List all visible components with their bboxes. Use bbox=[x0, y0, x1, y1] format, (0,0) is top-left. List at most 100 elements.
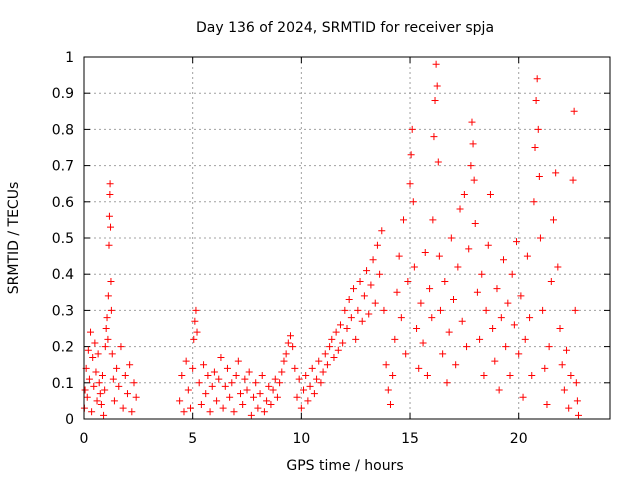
data-point bbox=[195, 379, 203, 387]
data-point bbox=[541, 364, 549, 372]
data-point bbox=[402, 350, 410, 358]
data-point bbox=[193, 328, 201, 336]
data-point bbox=[369, 256, 377, 264]
data-point bbox=[87, 328, 95, 336]
data-point bbox=[430, 133, 438, 141]
data-point bbox=[85, 375, 93, 383]
data-point bbox=[376, 270, 384, 278]
data-point bbox=[530, 198, 538, 206]
data-point bbox=[265, 382, 273, 390]
data-point bbox=[495, 386, 503, 394]
data-point bbox=[247, 411, 255, 419]
data-point bbox=[436, 306, 444, 314]
data-point bbox=[228, 379, 236, 387]
data-point bbox=[200, 361, 208, 369]
data-point bbox=[276, 379, 284, 387]
data-point bbox=[187, 404, 195, 412]
data-point bbox=[108, 350, 116, 358]
data-point bbox=[313, 375, 321, 383]
data-point bbox=[458, 317, 466, 325]
data-point bbox=[406, 180, 414, 188]
data-point bbox=[341, 306, 349, 314]
data-point bbox=[469, 140, 477, 148]
data-point bbox=[347, 314, 355, 322]
data-point bbox=[443, 379, 451, 387]
data-point bbox=[97, 401, 105, 409]
data-point bbox=[554, 263, 562, 271]
data-point bbox=[433, 82, 441, 90]
data-point bbox=[258, 372, 266, 380]
data-point bbox=[421, 248, 429, 256]
data-point bbox=[98, 372, 106, 380]
data-point bbox=[208, 382, 216, 390]
data-point bbox=[310, 390, 318, 398]
y-tick-label: 0.4 bbox=[52, 267, 74, 283]
data-point bbox=[226, 393, 234, 401]
data-points bbox=[80, 60, 582, 419]
data-point bbox=[295, 375, 303, 383]
data-point bbox=[445, 328, 453, 336]
data-point bbox=[423, 372, 431, 380]
data-point bbox=[486, 191, 494, 199]
plot-frame bbox=[83, 56, 611, 420]
data-point bbox=[508, 270, 516, 278]
data-point bbox=[471, 220, 479, 228]
data-point bbox=[441, 277, 449, 285]
data-point bbox=[545, 343, 553, 351]
data-point bbox=[176, 397, 184, 405]
data-point bbox=[263, 397, 271, 405]
data-point bbox=[282, 350, 290, 358]
data-point bbox=[354, 306, 362, 314]
data-point bbox=[489, 325, 497, 332]
data-point bbox=[217, 353, 225, 361]
data-point bbox=[539, 306, 547, 314]
ticks: 00.10.20.30.40.50.60.70.80.910 5 10 15 20 bbox=[52, 50, 610, 447]
data-point bbox=[192, 306, 200, 314]
data-point bbox=[382, 361, 390, 369]
data-point bbox=[184, 386, 192, 394]
x-axis-label: GPS time / hours bbox=[286, 458, 403, 474]
y-tick-label: 0 bbox=[65, 412, 74, 428]
data-point bbox=[513, 238, 521, 246]
data-point bbox=[256, 390, 264, 398]
data-point bbox=[92, 368, 100, 376]
data-point bbox=[463, 343, 471, 351]
data-point bbox=[417, 299, 425, 307]
data-point bbox=[356, 277, 364, 285]
data-point bbox=[106, 191, 114, 199]
y-tick-label: 0.9 bbox=[52, 86, 74, 102]
data-point bbox=[119, 404, 127, 412]
data-point bbox=[482, 306, 490, 314]
data-point bbox=[407, 151, 415, 159]
data-point bbox=[378, 227, 386, 235]
data-point bbox=[572, 379, 580, 387]
data-point bbox=[232, 372, 240, 380]
data-point bbox=[523, 252, 531, 260]
data-point bbox=[350, 285, 358, 293]
data-point bbox=[460, 191, 468, 199]
data-point bbox=[571, 306, 579, 314]
data-point bbox=[117, 343, 125, 351]
data-point bbox=[404, 277, 412, 285]
y-axis-label: SRMTID / TECUs bbox=[6, 182, 22, 295]
data-point bbox=[533, 75, 541, 83]
data-point bbox=[484, 241, 492, 249]
data-point bbox=[230, 408, 238, 416]
data-point bbox=[395, 252, 403, 260]
data-point bbox=[271, 375, 279, 383]
data-point bbox=[467, 162, 475, 170]
data-point bbox=[352, 335, 360, 343]
data-point bbox=[480, 372, 488, 380]
data-point bbox=[107, 277, 115, 285]
data-point bbox=[365, 310, 373, 318]
data-point bbox=[315, 357, 323, 365]
data-point bbox=[252, 379, 260, 387]
data-point bbox=[182, 357, 190, 365]
data-point bbox=[197, 401, 205, 409]
data-point bbox=[115, 382, 123, 390]
data-point bbox=[491, 357, 499, 365]
data-point bbox=[109, 375, 117, 383]
data-point bbox=[432, 60, 440, 68]
data-point bbox=[549, 216, 557, 224]
data-point bbox=[543, 401, 551, 409]
